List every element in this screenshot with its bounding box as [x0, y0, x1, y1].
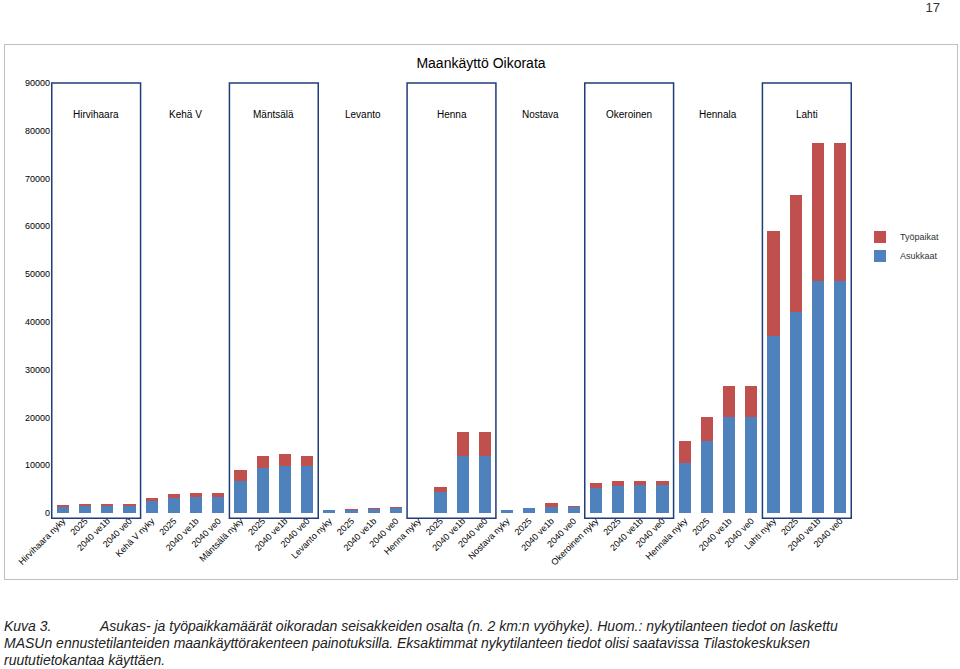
svg-text:Hennala nyky: Hennala nyky	[644, 516, 690, 562]
svg-text:2025: 2025	[601, 516, 622, 537]
svg-text:2040 ve1b: 2040 ve1b	[253, 516, 290, 553]
svg-text:80000: 80000	[25, 126, 50, 136]
svg-text:60000: 60000	[25, 221, 50, 231]
svg-text:Henna: Henna	[437, 109, 467, 120]
svg-text:Kehä V: Kehä V	[169, 109, 202, 120]
svg-text:2040 ve0: 2040 ve0	[101, 516, 134, 549]
svg-text:2040 ve1b: 2040 ve1b	[430, 516, 467, 553]
svg-text:2025: 2025	[513, 516, 534, 537]
svg-text:2040 ve1b: 2040 ve1b	[342, 516, 379, 553]
svg-text:2025: 2025	[690, 516, 711, 537]
html-text:17: 17	[925, 0, 940, 15]
svg-text:2040 ve0: 2040 ve0	[190, 516, 223, 549]
svg-text:Henna nyky: Henna nyky	[382, 516, 423, 557]
html-text:Asukas- ja työpaikkamäärät oik: Asukas- ja työpaikkamäärät oikoradan sei…	[4, 618, 838, 668]
svg-text:2025: 2025	[424, 516, 445, 537]
svg-text:2040 ve1b: 2040 ve1b	[608, 516, 645, 553]
svg-text:2025: 2025	[68, 516, 89, 537]
svg-text:2040 ve0: 2040 ve0	[545, 516, 578, 549]
svg-text:2025: 2025	[157, 516, 178, 537]
svg-text:2040 ve1b: 2040 ve1b	[75, 516, 112, 553]
svg-text:Työpaikat: Työpaikat	[900, 232, 939, 242]
svg-text:Nostava: Nostava	[522, 109, 559, 120]
svg-text:50000: 50000	[25, 269, 50, 279]
svg-text:2040 ve0: 2040 ve0	[811, 516, 844, 549]
svg-text:Hirvihaara: Hirvihaara	[73, 109, 119, 120]
svg-text:Lahti nyky: Lahti nyky	[742, 516, 778, 552]
svg-text:2040 ve1b: 2040 ve1b	[786, 516, 823, 553]
svg-text:2040 ve0: 2040 ve0	[456, 516, 489, 549]
svg-text:Levanto: Levanto	[345, 109, 381, 120]
svg-text:20000: 20000	[25, 413, 50, 423]
svg-text:40000: 40000	[25, 317, 50, 327]
svg-text:10000: 10000	[25, 460, 50, 470]
svg-text:Okeroinen: Okeroinen	[606, 109, 652, 120]
svg-text:2040 ve0: 2040 ve0	[634, 516, 667, 549]
svg-text:2040 ve1b: 2040 ve1b	[519, 516, 556, 553]
svg-text:2040 ve1b: 2040 ve1b	[697, 516, 734, 553]
svg-text:Nostava nyky: Nostava nyky	[466, 516, 512, 562]
svg-text:30000: 30000	[25, 365, 50, 375]
svg-text:Asukkaat: Asukkaat	[900, 251, 938, 261]
svg-text:2025: 2025	[246, 516, 267, 537]
svg-text:70000: 70000	[25, 174, 50, 184]
svg-text:2025: 2025	[779, 516, 800, 537]
svg-text:0: 0	[45, 508, 50, 518]
svg-text:2040 ve1b: 2040 ve1b	[164, 516, 201, 553]
svg-text:90000: 90000	[25, 78, 50, 88]
html-text:Kuva 3.: Kuva 3.	[4, 618, 52, 634]
svg-text:2025: 2025	[335, 516, 356, 537]
svg-text:Lahti: Lahti	[796, 109, 818, 120]
svg-text:2040 ve0: 2040 ve0	[367, 516, 400, 549]
svg-text:Hirvihaara nyky: Hirvihaara nyky	[17, 516, 68, 567]
svg-text:Hennala: Hennala	[699, 109, 737, 120]
svg-text:Kehä V nyky: Kehä V nyky	[113, 516, 156, 559]
svg-text:Mäntsälä nyky: Mäntsälä nyky	[197, 516, 245, 564]
svg-text:Levanto nyky: Levanto nyky	[289, 516, 334, 561]
svg-text:2040 ve0: 2040 ve0	[723, 516, 756, 549]
svg-text:Maankäyttö Oikorata: Maankäyttö Oikorata	[416, 55, 545, 71]
svg-text:Mäntsälä: Mäntsälä	[253, 109, 294, 120]
svg-text:2040 ve0: 2040 ve0	[278, 516, 311, 549]
svg-text:Okeroinen nyky: Okeroinen nyky	[549, 516, 601, 568]
